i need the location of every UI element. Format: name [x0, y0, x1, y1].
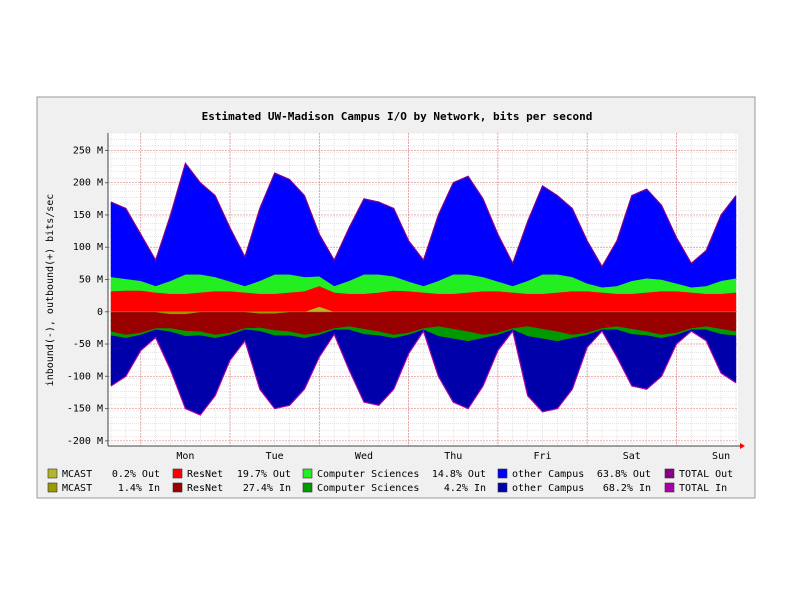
legend-label: Computer Sciences — [317, 469, 419, 480]
legend-stat: 27.4% In — [243, 483, 291, 494]
y-tick-label: -50 M — [73, 339, 103, 350]
legend-stat: 0.2% Out — [112, 469, 160, 480]
legend-swatch — [302, 482, 313, 493]
legend-label: other Campus — [512, 469, 584, 480]
legend: MCAST 0.2% Out ResNet 19.7% Out Computer Sci… — [47, 468, 733, 494]
areas — [110, 162, 737, 416]
legend-label: MCAST — [62, 483, 92, 494]
legend-swatch — [47, 468, 58, 479]
legend-swatch — [47, 482, 58, 493]
legend-swatch — [497, 482, 508, 493]
x-axis-arrow — [740, 443, 745, 449]
legend-stat: 1.4% In — [118, 483, 160, 494]
legend-label: ResNet — [187, 483, 223, 494]
legend-label: MCAST — [62, 469, 92, 480]
legend-label: other Campus — [512, 483, 584, 494]
legend-swatch — [497, 468, 508, 479]
legend-swatch — [664, 482, 675, 493]
legend-label: Computer Sciences — [317, 483, 419, 494]
legend-swatch — [664, 468, 675, 479]
legend-label: ResNet — [187, 469, 223, 480]
lines — [110, 162, 737, 416]
legend-swatch — [172, 468, 183, 479]
legend-label: TOTAL Out — [679, 469, 733, 480]
y-tick-label: 250 M — [73, 145, 103, 156]
y-tick-label: 0 — [97, 307, 103, 318]
x-tick-label: Fri — [533, 451, 551, 462]
x-tick-label: Sun — [712, 451, 730, 462]
legend-stat: 63.8% Out — [597, 469, 651, 480]
x-tick-label: Wed — [355, 451, 373, 462]
legend-stat: 4.2% In — [444, 483, 486, 494]
y-tick-label: 150 M — [73, 210, 103, 221]
x-tick-label: Thu — [444, 451, 462, 462]
x-tick-label: Tue — [266, 451, 284, 462]
legend-stat: 14.8% Out — [432, 469, 486, 480]
legend-label: TOTAL In — [679, 483, 727, 494]
total-line — [110, 162, 737, 268]
legend-swatch — [302, 468, 313, 479]
y-tick-label: -150 M — [67, 404, 103, 415]
y-tick-label: 100 M — [73, 242, 103, 253]
y-tick-label: -200 M — [67, 436, 103, 447]
axes: 250 M 200 M 150 M 100 M 50 M 0 -50 M -100 M -150… — [67, 133, 745, 462]
legend-swatch — [172, 482, 183, 493]
y-tick-label: 50 M — [79, 274, 103, 285]
y-axis-label: inbound(-), outbound(+) bits/sec — [45, 194, 56, 387]
y-tick-label: -100 M — [67, 371, 103, 382]
total-line — [110, 329, 737, 416]
legend-stat: 68.2% In — [603, 483, 651, 494]
x-tick-label: Sat — [623, 451, 641, 462]
legend-stat: 19.7% Out — [237, 469, 291, 480]
x-tick-label: Mon — [176, 451, 194, 462]
y-tick-label: 200 M — [73, 178, 103, 189]
chart-title: Estimated UW-Madison Campus I/O by Netwo… — [202, 110, 593, 123]
